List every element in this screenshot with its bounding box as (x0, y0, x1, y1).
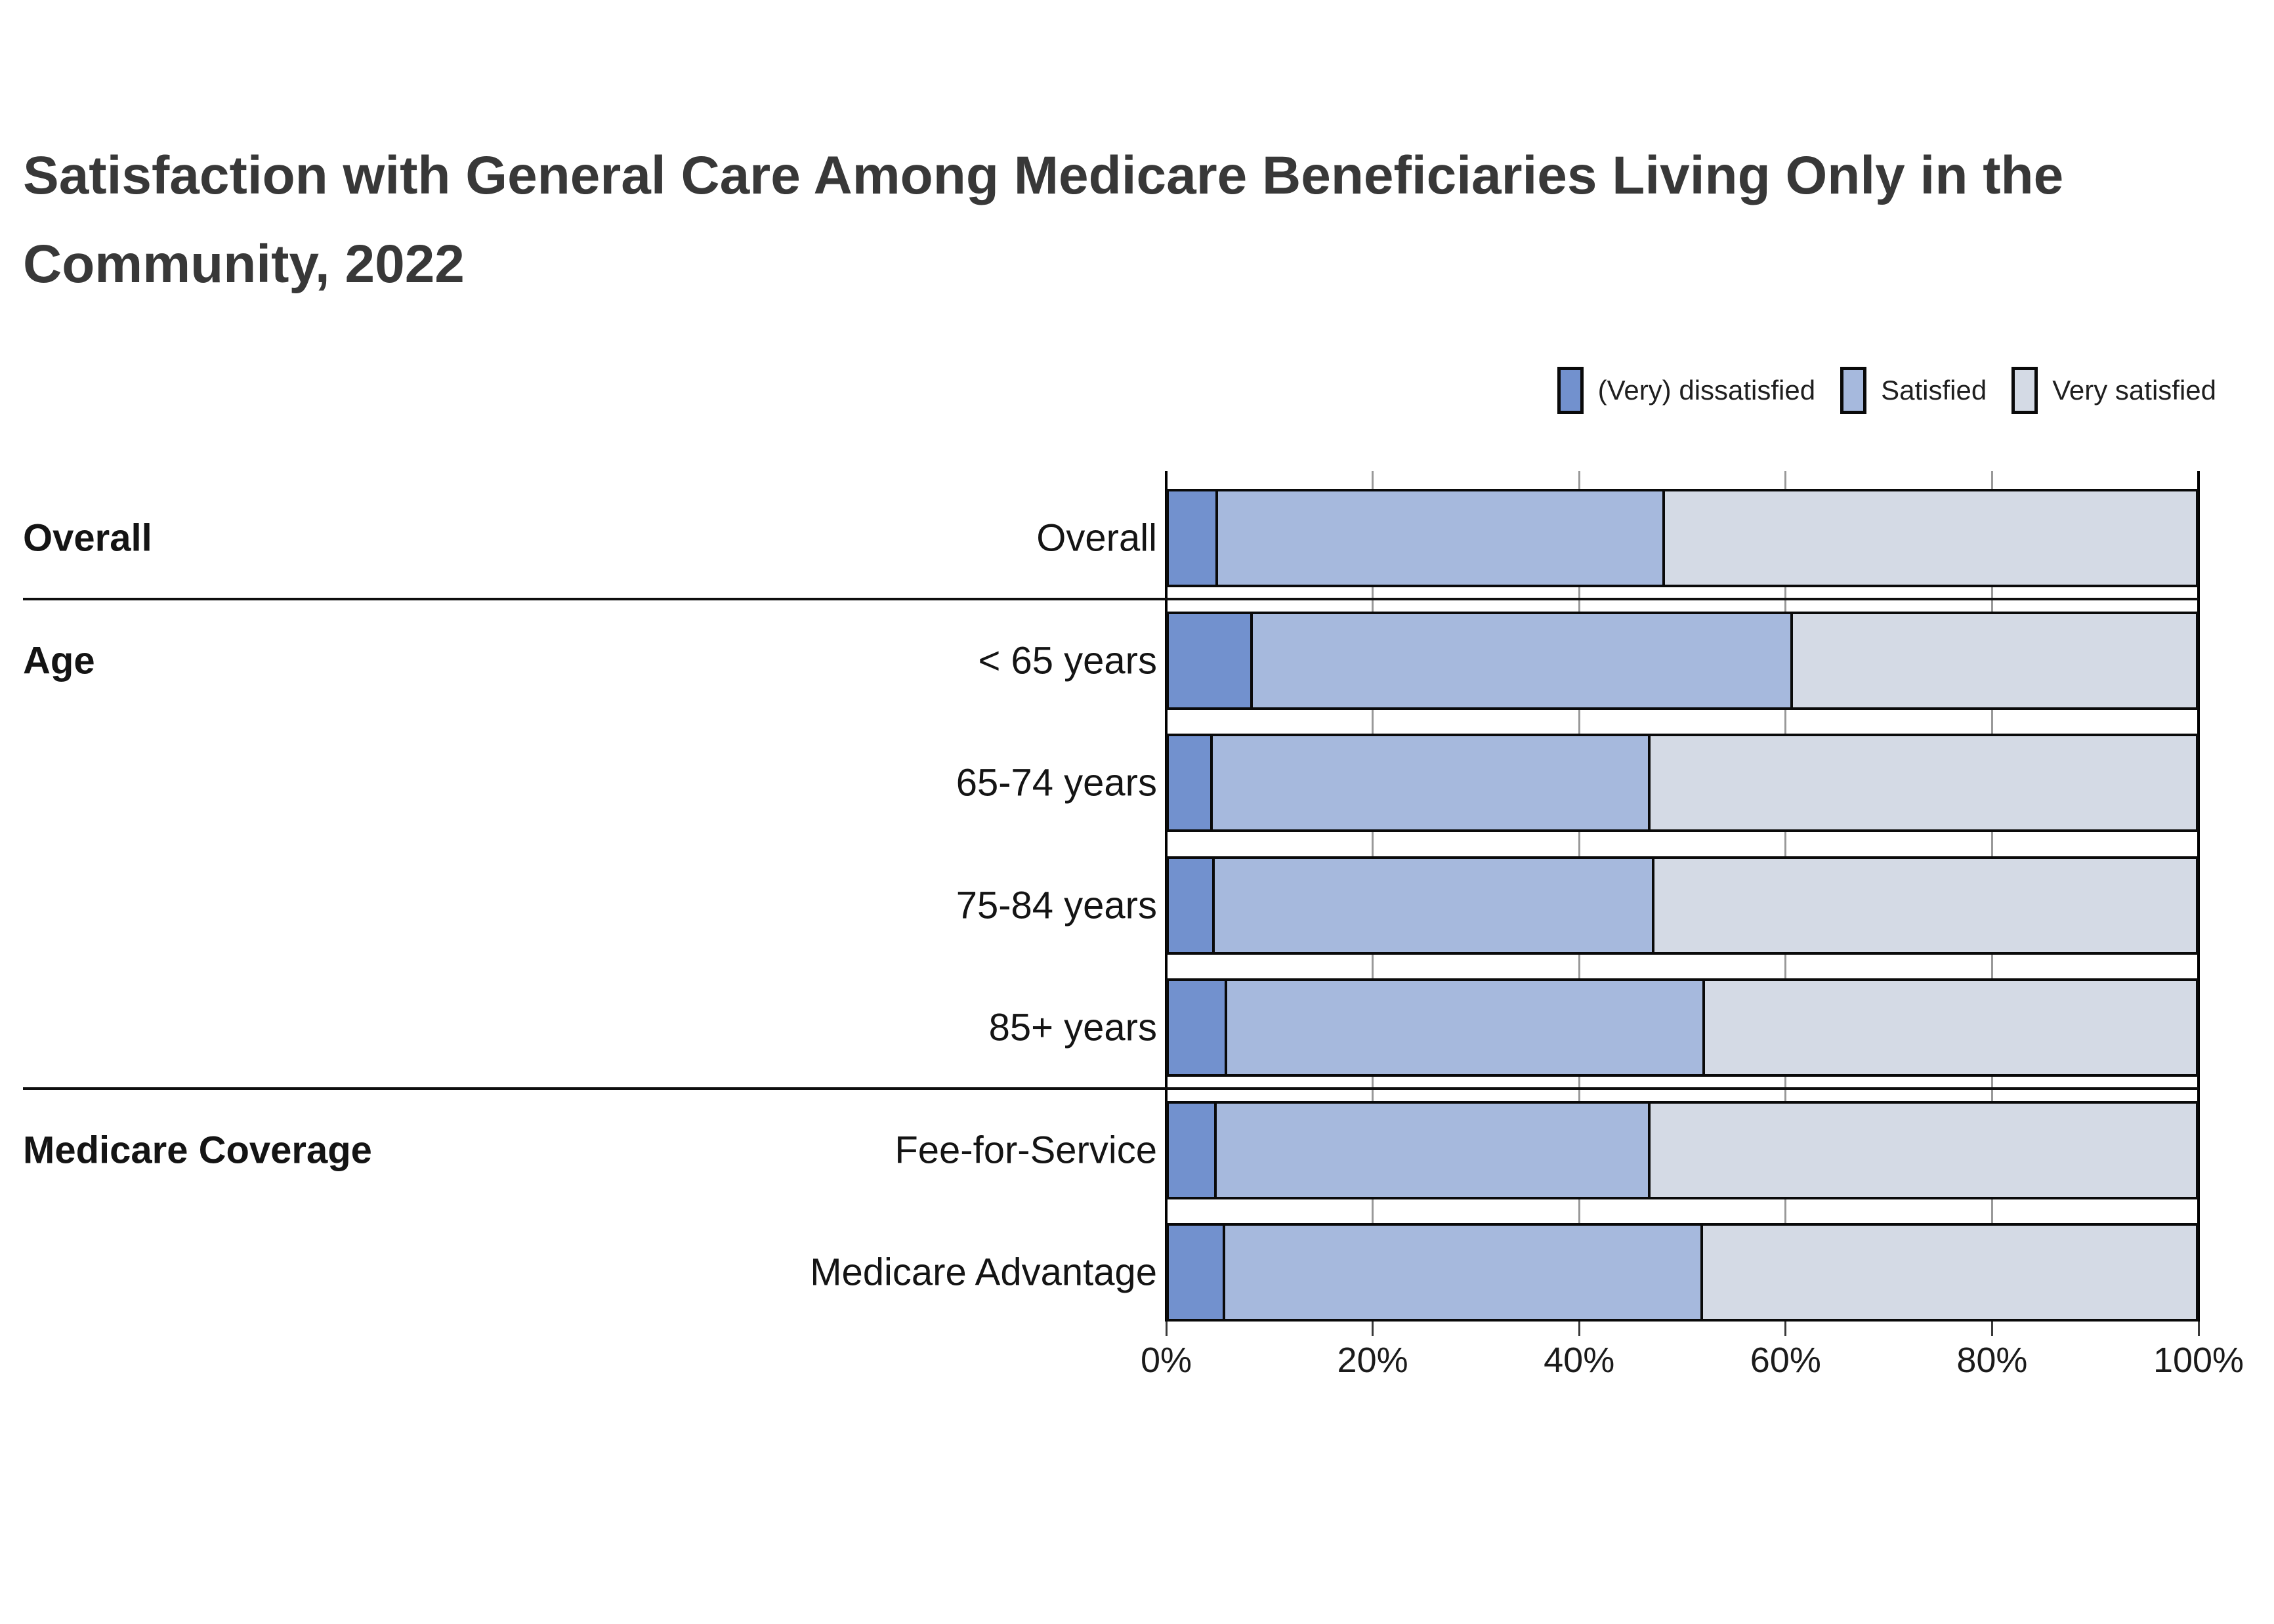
category-label: 85+ years (988, 1006, 1157, 1049)
axis-tick-label: 80% (1956, 1341, 2028, 1380)
axis-tick (1165, 1322, 1168, 1336)
group-label: Overall (23, 516, 152, 560)
axis-tick-label: 0% (1140, 1341, 1192, 1380)
category-label: Overall (1036, 516, 1157, 560)
stacked-bar (1166, 978, 2199, 1077)
bar-segment-very-satisfied (1654, 856, 2199, 955)
bar-segment-satisfied (1227, 978, 1706, 1077)
category-label: 65-74 years (956, 761, 1157, 804)
bar-segment-very-dissatisfied (1166, 1100, 1217, 1199)
axis-tick-label: 20% (1337, 1341, 1408, 1380)
category-label: < 65 years (978, 639, 1157, 682)
bar-segment-very-satisfied (1792, 611, 2199, 710)
category-label: Medicare Advantage (810, 1251, 1157, 1294)
legend-label: (Very) dissatisfied (1597, 375, 1816, 406)
legend-label: Satisfied (1881, 375, 1987, 406)
bar-segment-satisfied (1212, 734, 1651, 832)
stacked-bar (1166, 1100, 2199, 1199)
stacked-bar (1166, 489, 2199, 587)
group-label: Medicare Coverage (23, 1129, 372, 1171)
bar-segment-very-dissatisfied (1166, 611, 1253, 710)
legend-label: Very satisfied (2052, 375, 2216, 406)
legend-item: (Very) dissatisfied (1557, 367, 1815, 414)
bar-segment-very-dissatisfied (1166, 489, 1218, 587)
bar-segment-very-dissatisfied (1166, 856, 1215, 955)
bar-segment-very-dissatisfied (1166, 734, 1213, 832)
bar-segment-very-satisfied (1705, 978, 2199, 1077)
axis-tick-label: 60% (1750, 1341, 1821, 1380)
group-label: Age (23, 639, 95, 682)
axis-tick-label: 100% (2153, 1341, 2244, 1380)
bar-segment-very-dissatisfied (1166, 1223, 1225, 1322)
group-separator-line (23, 598, 2199, 601)
legend: (Very) dissatisfied Satisfied Very satisfi… (1557, 367, 2216, 414)
group-separator-line (23, 1087, 2199, 1091)
legend-item: Very satisfied (2011, 367, 2216, 414)
stacked-bar (1166, 734, 2199, 832)
bar-segment-very-satisfied (1702, 1223, 2199, 1322)
axis-tick (2197, 1322, 2200, 1336)
bar-segment-very-satisfied (1664, 489, 2199, 587)
bar-segment-satisfied (1214, 856, 1655, 955)
axis-tick (1990, 1322, 1993, 1336)
category-label: Fee-for-Service (895, 1129, 1157, 1171)
bar-segment-satisfied (1217, 489, 1665, 587)
stacked-bar (1166, 856, 2199, 955)
bar-segment-satisfied (1225, 1223, 1703, 1322)
bar-segment-very-satisfied (1650, 1100, 2199, 1199)
stacked-bar (1166, 611, 2199, 710)
legend-swatch-icon (2011, 367, 2038, 414)
legend-swatch-icon (1840, 367, 1867, 414)
axis-tick (1578, 1322, 1580, 1336)
bar-segment-satisfied (1253, 611, 1793, 710)
axis-tick (1372, 1322, 1374, 1336)
axis-tick (1784, 1322, 1787, 1336)
stacked-bar (1166, 1223, 2199, 1322)
axis-tick-label: 40% (1544, 1341, 1615, 1380)
bar-segment-very-dissatisfied (1166, 978, 1227, 1077)
chart-title: Satisfaction with General Care Among Med… (23, 146, 2064, 294)
bar-segment-satisfied (1217, 1100, 1651, 1199)
category-label: 75-84 years (956, 884, 1157, 927)
bar-segment-very-satisfied (1650, 734, 2199, 832)
plot-right-border (2197, 471, 2200, 1322)
legend-swatch-icon (1557, 367, 1584, 414)
legend-item: Satisfied (1840, 367, 1987, 414)
